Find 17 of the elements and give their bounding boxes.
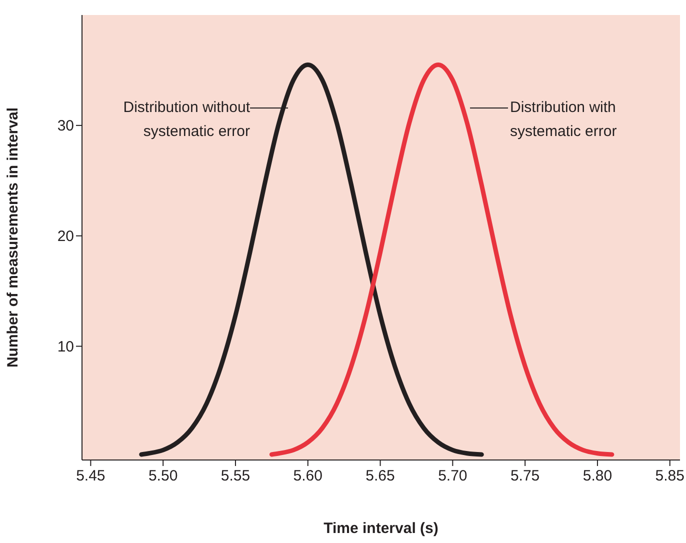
- y-tick-label: 20: [57, 228, 74, 246]
- y-tick-label: 10: [57, 338, 74, 356]
- x-tick-label: 5.45: [76, 468, 106, 485]
- x-tick-label: 5.80: [582, 468, 612, 485]
- x-tick-label: 5.60: [293, 468, 322, 485]
- x-tick-label: 5.65: [366, 468, 395, 485]
- x-tick-label: 5.70: [438, 468, 468, 485]
- y-axis-title: Number of measurements in interval: [4, 107, 22, 368]
- annotation: Distribution with systematic error: [510, 98, 618, 142]
- line-series: [269, 62, 614, 457]
- x-tick-label: 5.75: [510, 468, 540, 485]
- x-tick-label: 5.85: [655, 468, 684, 485]
- annotation: Distribution without systematic error: [123, 99, 250, 140]
- x-tick-label: 5.50: [148, 468, 178, 485]
- y-tick-label: 30: [57, 118, 74, 135]
- x-axis-title: Time interval (s): [324, 520, 438, 537]
- x-tick-label: 5.55: [220, 468, 250, 485]
